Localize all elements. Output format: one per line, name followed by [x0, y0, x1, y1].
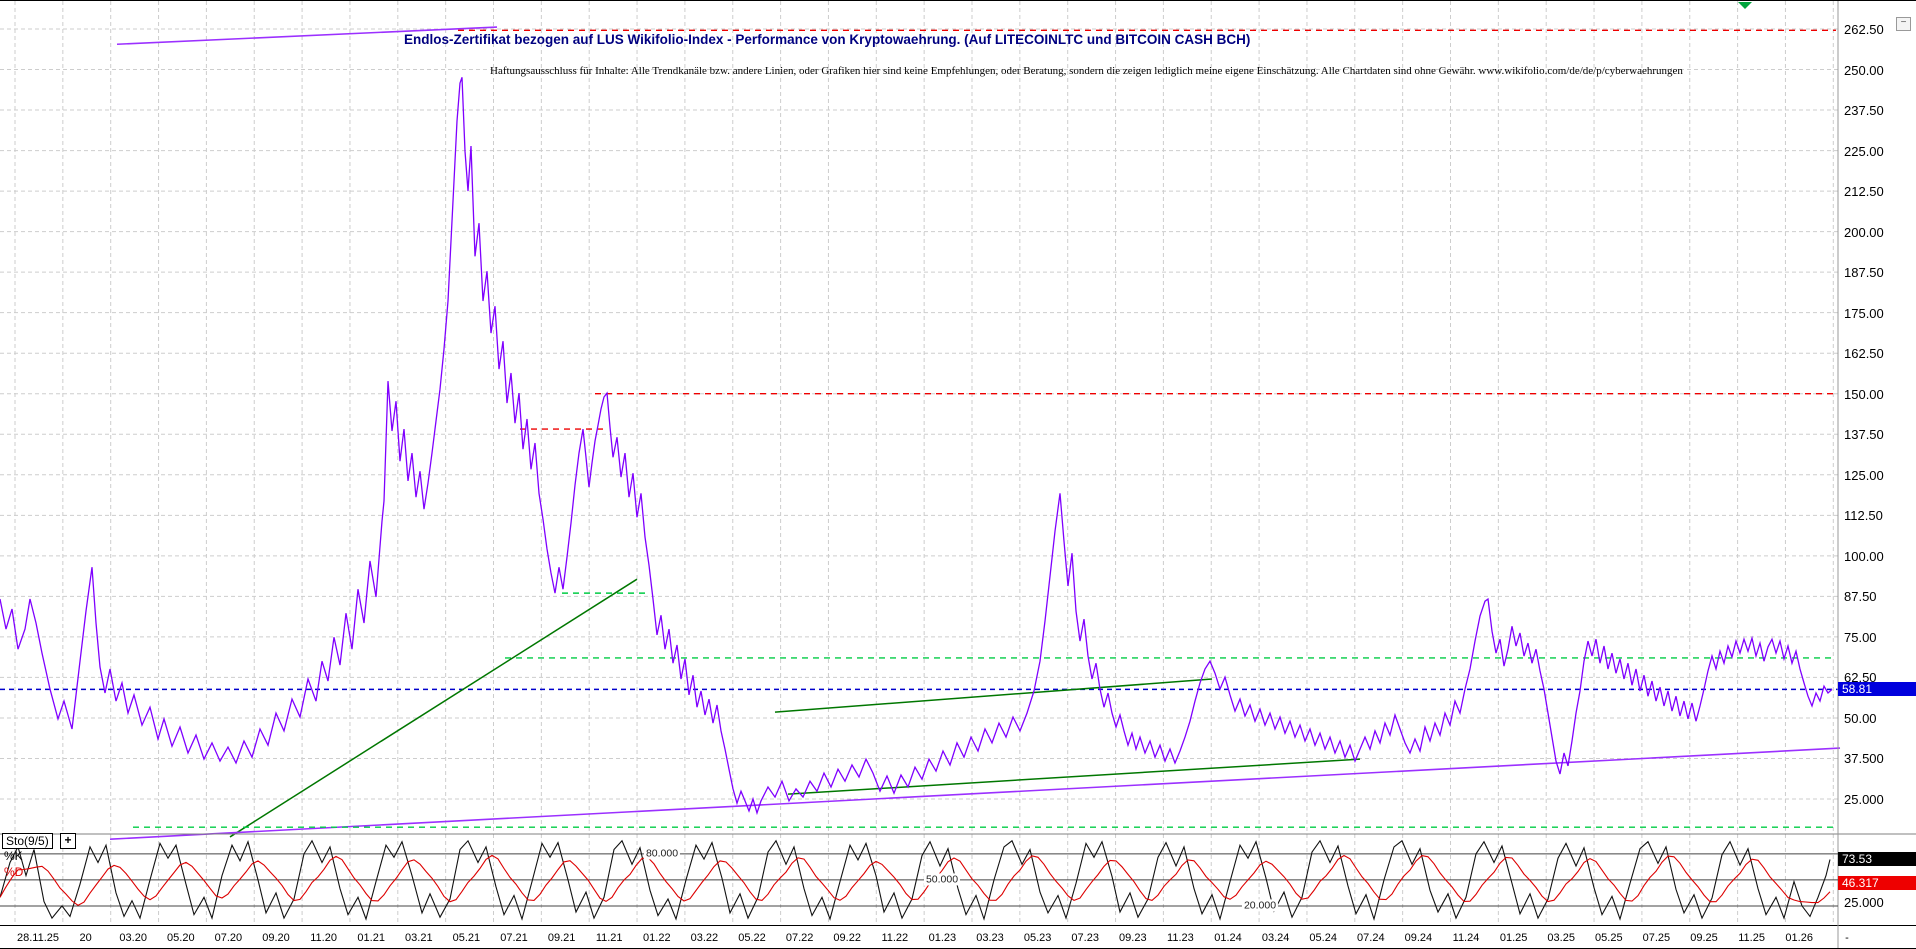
x-axis-label: 03.25: [1547, 932, 1575, 944]
y-axis-label: 262.50: [1844, 22, 1884, 37]
y-axis-label: 37.500: [1844, 751, 1884, 767]
minimize-icon[interactable]: −: [1896, 17, 1911, 31]
x-axis-label: 09.21: [547, 932, 576, 944]
x-axis-label: 11.20: [310, 932, 337, 944]
x-axis-label: 07.21: [500, 932, 528, 944]
stoch-d-value-badge: 46.317: [1838, 876, 1916, 891]
down-arrow-marker-icon: [1738, 2, 1752, 9]
x-axis-label: 05.21: [452, 932, 481, 944]
x-axis-label: 05.25: [1595, 932, 1623, 944]
chart-disclaimer: Haftungsausschluss für Inhalte: Alle Tre…: [490, 65, 1683, 77]
y-axis-label: 100.00: [1844, 548, 1884, 564]
x-axis-label: 09.25: [1690, 932, 1718, 944]
x-axis-label: 20: [79, 932, 92, 944]
x-axis-label: 11.23: [1167, 932, 1194, 944]
x-axis-label: 09.24: [1404, 932, 1433, 944]
trend-mid-lower-green: [787, 758, 1361, 795]
y-axis-label: 212.50: [1844, 184, 1884, 200]
x-axis-label: 05.24: [1309, 932, 1337, 944]
y-axis-label: 62.50: [1844, 670, 1877, 686]
x-axis-label: -: [1845, 932, 1849, 944]
trend-mid-upper-green: [774, 678, 1213, 713]
x-axis-label: 09.20: [262, 932, 290, 944]
indicator-label[interactable]: Sto(9/5): [2, 833, 53, 849]
y-axis-label: 87.50: [1844, 589, 1877, 605]
stoch-level-label: 50.000: [923, 873, 961, 886]
x-axis-label: 11.24: [1452, 932, 1480, 944]
y-axis-label: 137.50: [1844, 427, 1884, 443]
x-axis-label: 11.22: [881, 932, 909, 944]
x-axis-label: 01.24: [1214, 932, 1242, 944]
y-axis-label: 250.00: [1844, 62, 1884, 78]
x-axis-label: 01.26: [1785, 932, 1813, 944]
x-axis-label: 01.25: [1499, 932, 1528, 944]
y-axis-label: 150.00: [1844, 386, 1884, 402]
y-axis-label: 237.50: [1844, 103, 1884, 119]
y-axis-label: 25.000: [1844, 791, 1884, 807]
x-axis-label: 05.22: [738, 932, 766, 944]
stoch-level-label: 20.000: [1241, 899, 1279, 912]
y-axis-label: 162.50: [1844, 346, 1884, 362]
x-axis-label: 11.21: [595, 932, 623, 944]
x-axis-label: 07.24: [1357, 932, 1385, 944]
x-axis-label: 03.22: [690, 932, 719, 944]
x-axis-label: 05.20: [167, 932, 195, 944]
x-axis-label: 01.22: [643, 932, 671, 944]
upper-channel-purple: [116, 26, 498, 46]
stoch-level-label: 80.000: [643, 847, 681, 860]
stoch-d-label: %D: [4, 865, 24, 879]
stoch-k-value-badge: 73.53: [1838, 852, 1916, 867]
x-axis-label: 09.22: [833, 932, 861, 944]
x-axis-label: 11.25: [1738, 932, 1765, 944]
x-axis-label: 07.23: [1071, 932, 1099, 944]
x-axis-label: 05.23: [1023, 932, 1052, 944]
add-indicator-button[interactable]: +: [60, 833, 76, 849]
current-price-badge: 58.81: [1838, 682, 1916, 697]
x-axis-label: 07.20: [214, 932, 243, 944]
long-support-purple: [109, 747, 1841, 840]
stoch-k-label: %K: [4, 849, 23, 863]
x-axis-label: 03.23: [976, 932, 1004, 944]
x-axis-label: 09.23: [1119, 932, 1147, 944]
stoch-axis-label: 25.000: [1844, 894, 1884, 910]
y-axis-label: 112.50: [1844, 508, 1883, 524]
y-axis-label: 50.00: [1844, 710, 1877, 726]
x-axis-label: 03.21: [405, 932, 433, 944]
x-axis-label: 01.23: [928, 932, 957, 944]
y-axis-label: 175.00: [1844, 305, 1884, 321]
y-axis-label: 225.00: [1844, 143, 1884, 159]
x-axis-label: 03.24: [1261, 932, 1290, 944]
trend-2020-green: [229, 578, 638, 838]
x-axis-label: 07.22: [785, 932, 814, 944]
y-axis-label: 125.00: [1844, 467, 1884, 483]
y-axis-label: 200.00: [1844, 224, 1884, 240]
x-axis-label: 28.11.25: [16, 932, 60, 944]
price-line: [0, 77, 1833, 816]
y-axis-label: 187.50: [1844, 265, 1884, 281]
chart-title: Endlos-Zertifikat bezogen auf LUS Wikifo…: [404, 32, 1251, 47]
stoch-d-line: [0, 854, 1831, 906]
x-axis-label: 01.21: [357, 932, 385, 944]
stoch-k-line: [0, 839, 1831, 921]
x-axis-label: 03.20: [119, 932, 147, 944]
y-axis-label: 75.00: [1844, 629, 1877, 645]
x-axis-label: 07.25: [1642, 932, 1671, 944]
